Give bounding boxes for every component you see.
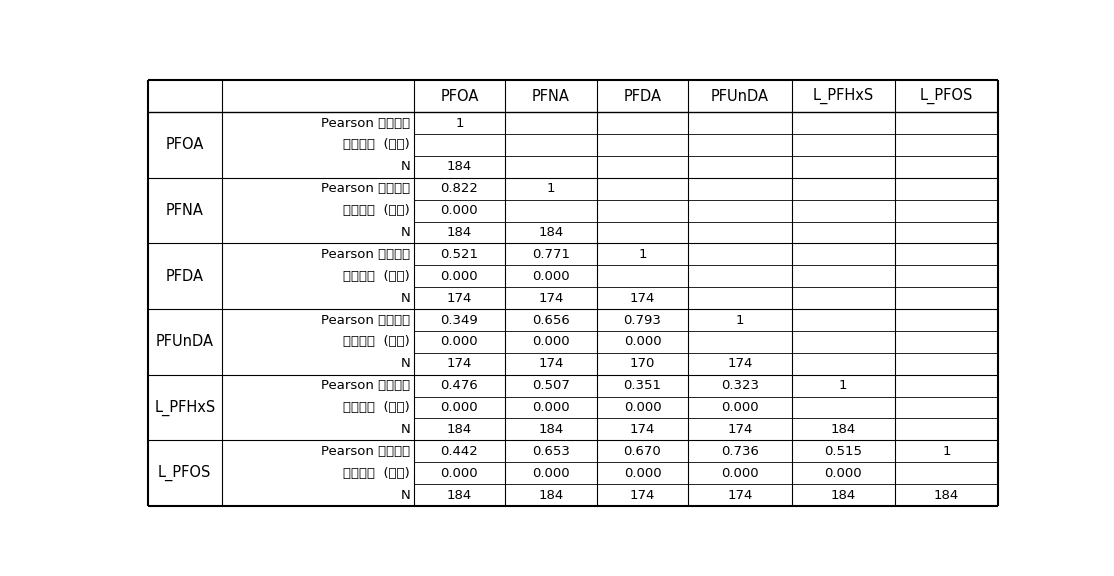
Text: N: N <box>400 488 410 502</box>
Text: 184: 184 <box>447 488 472 502</box>
Text: 0.000: 0.000 <box>721 401 759 414</box>
Text: L_PFHxS: L_PFHxS <box>812 88 873 104</box>
Text: PFNA: PFNA <box>166 203 204 218</box>
Text: N: N <box>400 160 410 173</box>
Text: 0.000: 0.000 <box>441 401 478 414</box>
Text: N: N <box>400 423 410 436</box>
Text: 유의확률  (양쪽): 유의확률 (양쪽) <box>343 467 410 480</box>
Text: Pearson 상관계수: Pearson 상관계수 <box>321 248 410 261</box>
Text: 184: 184 <box>447 423 472 436</box>
Text: PFUnDA: PFUnDA <box>711 89 769 104</box>
Text: 174: 174 <box>538 357 564 370</box>
Text: 0.000: 0.000 <box>624 401 662 414</box>
Text: PFNA: PFNA <box>532 89 570 104</box>
Text: Pearson 상관계수: Pearson 상관계수 <box>321 313 410 327</box>
Text: 0.476: 0.476 <box>440 379 478 392</box>
Text: 0.000: 0.000 <box>441 467 478 480</box>
Text: 0.000: 0.000 <box>532 335 569 348</box>
Text: 0.349: 0.349 <box>440 313 478 327</box>
Text: 1: 1 <box>547 182 555 195</box>
Text: 0.000: 0.000 <box>721 467 759 480</box>
Text: 174: 174 <box>629 423 655 436</box>
Text: 0.000: 0.000 <box>624 335 662 348</box>
Text: 0.822: 0.822 <box>440 182 478 195</box>
Text: 0.507: 0.507 <box>532 379 570 392</box>
Text: 174: 174 <box>447 291 472 305</box>
Text: PFDA: PFDA <box>624 89 662 104</box>
Text: 0.653: 0.653 <box>532 445 570 458</box>
Text: 0.000: 0.000 <box>532 401 569 414</box>
Text: Pearson 상관계수: Pearson 상관계수 <box>321 116 410 130</box>
Text: PFOA: PFOA <box>440 89 479 104</box>
Text: 1: 1 <box>839 379 848 392</box>
Text: 0.793: 0.793 <box>624 313 662 327</box>
Text: 184: 184 <box>831 423 856 436</box>
Text: 174: 174 <box>629 291 655 305</box>
Text: N: N <box>400 291 410 305</box>
Text: 0.323: 0.323 <box>721 379 759 392</box>
Text: 1: 1 <box>735 313 744 327</box>
Text: 0.000: 0.000 <box>624 467 662 480</box>
Text: 1: 1 <box>942 445 951 458</box>
Text: PFUnDA: PFUnDA <box>156 335 214 350</box>
Text: 유의확률  (양쪽): 유의확률 (양쪽) <box>343 270 410 283</box>
Text: 0.736: 0.736 <box>721 445 759 458</box>
Text: Pearson 상관계수: Pearson 상관계수 <box>321 445 410 458</box>
Text: 174: 174 <box>727 488 753 502</box>
Text: 0.000: 0.000 <box>532 467 569 480</box>
Text: Pearson 상관계수: Pearson 상관계수 <box>321 182 410 195</box>
Text: 184: 184 <box>934 488 959 502</box>
Text: 184: 184 <box>447 226 472 239</box>
Text: 0.521: 0.521 <box>440 248 478 261</box>
Text: L_PFOS: L_PFOS <box>920 88 974 104</box>
Text: 유의확률  (양쪽): 유의확률 (양쪽) <box>343 204 410 217</box>
Text: 174: 174 <box>629 488 655 502</box>
Text: 0.442: 0.442 <box>440 445 478 458</box>
Text: 0.000: 0.000 <box>441 204 478 217</box>
Text: Pearson 상관계수: Pearson 상관계수 <box>321 379 410 392</box>
Text: 174: 174 <box>727 423 753 436</box>
Text: 0.515: 0.515 <box>824 445 862 458</box>
Text: 184: 184 <box>831 488 856 502</box>
Text: 0.000: 0.000 <box>532 270 569 283</box>
Text: 유의확률  (양쪽): 유의확률 (양쪽) <box>343 335 410 348</box>
Text: 174: 174 <box>447 357 472 370</box>
Text: 1: 1 <box>456 116 463 130</box>
Text: L_PFOS: L_PFOS <box>158 465 212 482</box>
Text: 0.670: 0.670 <box>624 445 662 458</box>
Text: 0.000: 0.000 <box>441 270 478 283</box>
Text: 174: 174 <box>538 291 564 305</box>
Text: 1: 1 <box>638 248 647 261</box>
Text: 유의확률  (양쪽): 유의확률 (양쪽) <box>343 401 410 414</box>
Text: 184: 184 <box>447 160 472 173</box>
Text: 0.771: 0.771 <box>532 248 570 261</box>
Text: L_PFHxS: L_PFHxS <box>154 399 215 416</box>
Text: N: N <box>400 226 410 239</box>
Text: 0.656: 0.656 <box>532 313 570 327</box>
Text: 유의확률  (양쪽): 유의확률 (양쪽) <box>343 138 410 151</box>
Text: 174: 174 <box>727 357 753 370</box>
Text: 184: 184 <box>538 423 564 436</box>
Text: N: N <box>400 357 410 370</box>
Text: PFOA: PFOA <box>166 138 204 153</box>
Text: 0.000: 0.000 <box>441 335 478 348</box>
Text: 0.000: 0.000 <box>824 467 862 480</box>
Text: 184: 184 <box>538 488 564 502</box>
Text: 170: 170 <box>629 357 655 370</box>
Text: PFDA: PFDA <box>166 269 204 284</box>
Text: 0.351: 0.351 <box>624 379 662 392</box>
Text: 184: 184 <box>538 226 564 239</box>
